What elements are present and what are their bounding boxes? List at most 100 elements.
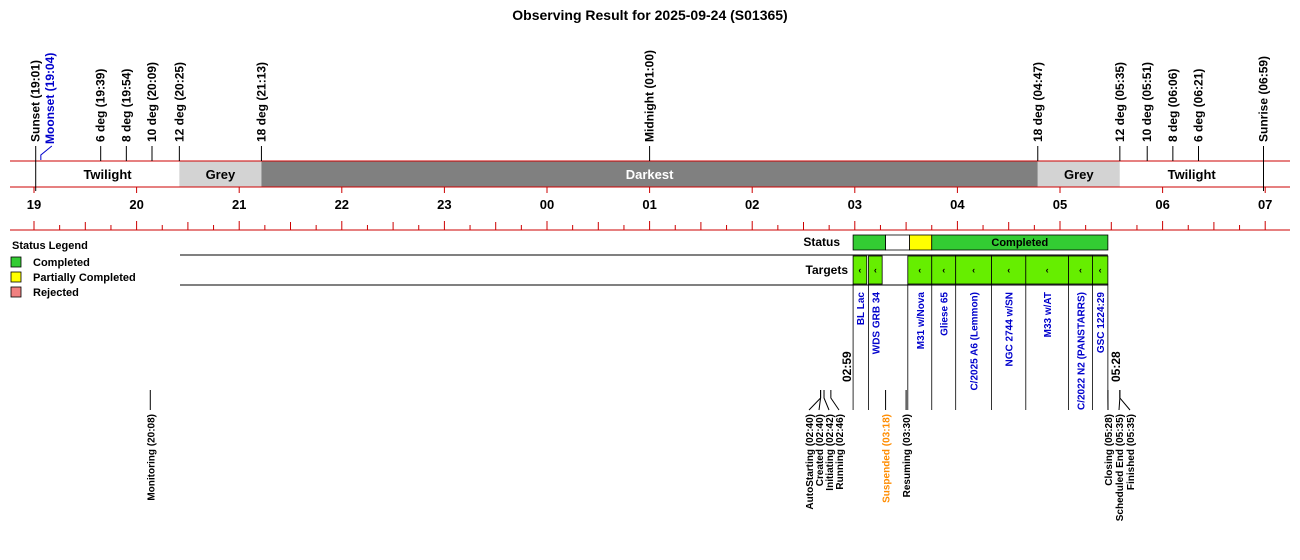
state-event-label: Scheduled End (05:35) — [1115, 414, 1126, 521]
state-event-label: Running (02:46) — [835, 414, 846, 490]
hour-label: 02 — [745, 197, 759, 212]
event-leader — [1119, 390, 1131, 411]
target-name-label: Gliese 65 — [940, 292, 951, 336]
status-segment — [931, 234, 1109, 251]
sky-band-grey — [179, 161, 262, 187]
target-name-label: NGC 2744 w/SN — [1005, 292, 1016, 366]
target-name-label: C/2025 A6 (Lemmon) — [970, 292, 981, 391]
hour-label: 07 — [1258, 197, 1272, 212]
sky-event-label: 8 deg (06:06) — [1166, 69, 1180, 142]
state-event-label: Created (02:40) — [815, 414, 826, 486]
legend-item-label: Rejected — [33, 287, 79, 299]
sky-band-bar: Twilight Grey Darkest Grey Twilight — [10, 160, 1290, 188]
sky-event-label: 10 deg (20:09) — [145, 62, 159, 142]
page-title: Observing Result for 2025-09-24 (S01365) — [512, 7, 787, 23]
sky-event-label: 10 deg (05:51) — [1140, 62, 1154, 142]
target-mark: ‹ — [972, 265, 975, 275]
legend-title: Status Legend — [12, 240, 88, 252]
hour-label: 21 — [232, 197, 246, 212]
event-leader — [823, 390, 830, 411]
hour-label: 19 — [27, 197, 41, 212]
event-leader — [808, 390, 822, 411]
sky-band-label: Twilight — [83, 167, 132, 182]
state-event-label: Resuming (03:30) — [902, 414, 913, 497]
sky-event-label: Sunrise (06:59) — [1256, 56, 1270, 142]
status-segment-label: Completed — [991, 237, 1048, 249]
target-name-label: C/2022 N2 (PANSTARRS) — [1077, 292, 1088, 410]
sky-band-label: Grey — [206, 167, 236, 182]
time-axis: 19 20 21 22 23 00 01 02 03 04 05 06 07 — [10, 187, 1290, 231]
status-segment — [909, 234, 933, 251]
state-event-label: Suspended (03:18) — [882, 414, 893, 503]
state-event-label: Closing (05:28) — [1104, 414, 1115, 486]
target-name-label: M33 w/AT — [1043, 292, 1054, 337]
sky-band-label: Darkest — [626, 167, 674, 182]
hour-label: 00 — [540, 197, 554, 212]
sky-event-label: 6 deg (19:39) — [94, 69, 108, 142]
sky-band-label: Grey — [1064, 167, 1094, 182]
hour-label: 23 — [437, 197, 451, 212]
sky-event-label: 8 deg (19:54) — [119, 69, 133, 142]
target-mark: ‹ — [942, 265, 945, 275]
target-mark: ‹ — [1099, 265, 1102, 275]
target-mark: ‹ — [874, 265, 877, 275]
sky-band-twilight — [35, 161, 180, 187]
status-target-rows: Status Targets Completed ‹ BL Lac ‹ WDS GRB 34… — [180, 234, 1123, 410]
hour-label: 06 — [1155, 197, 1169, 212]
block-end-time: 05:28 — [1109, 351, 1123, 382]
targets-row-label: Targets — [806, 263, 849, 277]
state-event-label: Finished (05:35) — [1126, 414, 1137, 490]
status-segment — [885, 234, 910, 251]
target-block — [955, 255, 993, 285]
sky-event-label: 6 deg (06:21) — [1192, 69, 1206, 142]
status-row-label: Status — [803, 235, 840, 249]
event-leader — [818, 390, 822, 411]
legend-swatch — [10, 256, 22, 268]
target-name-label: BL Lac — [856, 292, 867, 326]
event-leader — [830, 390, 840, 411]
sky-event-label: Midnight (01:00) — [643, 50, 657, 142]
moonset-label: Moonset (19:04) — [43, 53, 57, 144]
target-name-label: GSC 1224:29 — [1096, 292, 1107, 354]
target-block — [1092, 255, 1109, 285]
bottom-event-markers: Monitoring (20:08) AutoStarting (02:40) Cr… — [146, 390, 1137, 521]
state-event-label: Monitoring (20:08) — [146, 414, 157, 501]
target-block — [868, 255, 883, 285]
hour-label: 20 — [129, 197, 143, 212]
block-start-time: 02:59 — [840, 351, 854, 382]
target-block — [991, 255, 1027, 285]
target-mark: ‹ — [858, 265, 861, 275]
hour-label: 22 — [335, 197, 349, 212]
status-segment — [852, 234, 886, 251]
hour-label: 04 — [950, 197, 965, 212]
target-block — [852, 255, 868, 285]
legend-item-label: Completed — [33, 257, 90, 269]
legend-swatch — [10, 286, 22, 298]
hour-label: 05 — [1053, 197, 1067, 212]
target-mark: ‹ — [1007, 265, 1010, 275]
target-mark: ‹ — [1046, 265, 1049, 275]
target-name-label: M31 w/Nova — [916, 292, 927, 350]
top-event-markers: Sunset (19:01) Moonset (19:04) 6 deg (19:3… — [29, 50, 1270, 191]
state-event-label: Initiating (02:42) — [825, 414, 836, 491]
status-legend: Status Legend Completed Partially Complete… — [10, 240, 136, 299]
hour-label: 03 — [848, 197, 862, 212]
sky-band-darkest — [261, 161, 1038, 187]
legend-item-label: Partially Completed — [33, 272, 136, 284]
sky-band-grey — [1037, 161, 1120, 187]
target-mark: ‹ — [918, 265, 921, 275]
sky-band-twilight — [1119, 161, 1264, 187]
hour-label: 01 — [642, 197, 656, 212]
target-mark: ‹ — [1079, 265, 1082, 275]
sky-event-label: 12 deg (20:25) — [172, 62, 186, 142]
moonset-leader — [40, 145, 53, 160]
sky-band-label: Twilight — [1168, 167, 1217, 182]
sky-event-label: 18 deg (21:13) — [254, 62, 268, 142]
state-event-label: AutoStarting (02:40) — [805, 414, 816, 510]
target-name-label: WDS GRB 34 — [871, 292, 882, 355]
legend-swatch — [10, 271, 22, 283]
sky-event-label: 18 deg (04:47) — [1031, 62, 1045, 142]
sky-event-label: 12 deg (05:35) — [1113, 62, 1127, 142]
sky-event-label: Sunset (19:01) — [29, 60, 43, 142]
